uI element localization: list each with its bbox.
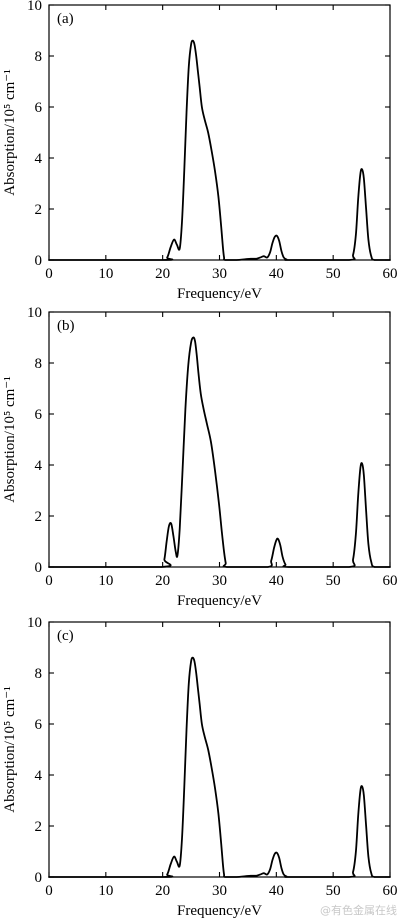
plot-frame-c — [48, 621, 391, 878]
x-tick-label-a: 50 — [326, 266, 341, 282]
x-axis-title-b: Frequency/eV — [177, 593, 262, 609]
x-tick-label-a: 20 — [155, 266, 170, 282]
absorption-curve-a — [48, 39, 391, 261]
panel-a: 0 10 20 30 40 50 60 0 2 4 6 8 10 (a) Frequency/eV Absor… — [2, 0, 398, 302]
y-tick-label-c: 0 — [35, 870, 43, 886]
y-tick-label-c: 2 — [35, 819, 43, 835]
panel-label-c: (c) — [57, 628, 74, 644]
x-tick-label-b: 20 — [155, 573, 170, 589]
y-axis-title-b: Absorption/10⁵ cm⁻¹ — [2, 376, 18, 502]
y-axis-title-c: Absorption/10⁵ cm⁻¹ — [2, 686, 18, 812]
x-tick-label-b: 30 — [212, 573, 227, 589]
plot-frame-b — [48, 311, 391, 568]
y-tick-label-c: 8 — [35, 666, 43, 682]
y-tick-label-a: 2 — [35, 202, 43, 218]
absorption-curve-b — [48, 336, 391, 568]
x-tick-label-b: 10 — [98, 573, 113, 589]
y-tick-label-a: 4 — [35, 151, 43, 167]
x-tick-label-c: 60 — [383, 883, 398, 899]
y-tick-label-a: 6 — [35, 100, 43, 116]
y-tick-label-b: 8 — [35, 356, 43, 372]
y-tick-label-b: 6 — [35, 407, 43, 423]
x-tick-label-b: 50 — [326, 573, 341, 589]
x-tick-label-a: 40 — [269, 266, 284, 282]
x-tick-label-b: 0 — [45, 573, 53, 589]
y-tick-label-a: 10 — [27, 0, 42, 14]
x-tick-label-b: 40 — [269, 573, 284, 589]
x-axis-title-a: Frequency/eV — [177, 286, 262, 302]
y-tick-label-b: 0 — [35, 560, 43, 576]
x-tick-label-a: 10 — [98, 266, 113, 282]
panel-label-b: (b) — [57, 318, 75, 334]
x-tick-label-c: 30 — [212, 883, 227, 899]
y-tick-label-b: 4 — [35, 458, 43, 474]
x-tick-label-c: 50 — [326, 883, 341, 899]
x-tick-label-c: 10 — [98, 883, 113, 899]
x-tick-label-a: 60 — [383, 266, 398, 282]
y-tick-label-a: 0 — [35, 253, 43, 269]
x-axis-title-c: Frequency/eV — [177, 903, 262, 919]
x-tick-label-c: 0 — [45, 883, 53, 899]
y-tick-label-c: 10 — [27, 615, 42, 631]
panel-b: 0 10 20 30 40 50 60 0 2 4 6 8 10 (b) Frequency/eV Absor… — [2, 305, 398, 609]
plot-frame-a — [48, 4, 391, 261]
x-tick-label-b: 60 — [383, 573, 398, 589]
panel-c: 0 10 20 30 40 50 60 0 2 4 6 8 10 (c) Frequency/eV Absor… — [2, 615, 398, 919]
y-tick-label-c: 4 — [35, 768, 43, 784]
watermark-text: @有色金属在线 — [320, 903, 397, 917]
x-tick-label-c: 20 — [155, 883, 170, 899]
x-tick-label-a: 0 — [45, 266, 53, 282]
y-tick-label-c: 6 — [35, 717, 43, 733]
y-tick-label-b: 2 — [35, 509, 43, 525]
x-tick-label-a: 30 — [212, 266, 227, 282]
absorption-curve-c — [48, 656, 391, 878]
x-tick-label-c: 40 — [269, 883, 284, 899]
y-tick-label-a: 8 — [35, 49, 43, 65]
y-tick-label-b: 10 — [27, 305, 42, 321]
panel-label-a: (a) — [57, 11, 74, 27]
y-axis-title-a: Absorption/10⁵ cm⁻¹ — [2, 69, 18, 195]
